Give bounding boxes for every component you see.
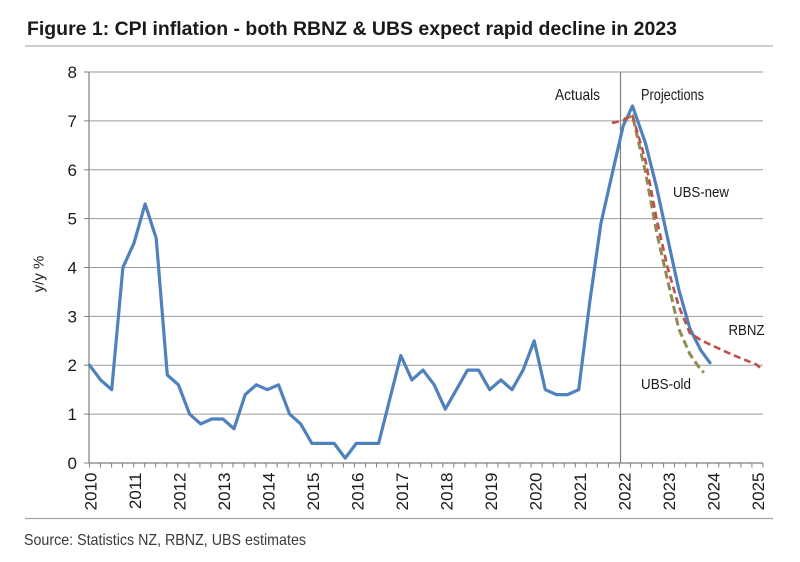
- svg-text:2023: 2023: [660, 473, 679, 511]
- svg-text:2024: 2024: [704, 473, 723, 511]
- svg-text:5: 5: [68, 210, 77, 229]
- svg-text:y/y %: y/y %: [31, 256, 48, 293]
- svg-text:2015: 2015: [304, 473, 323, 511]
- svg-text:2025: 2025: [749, 473, 768, 511]
- svg-text:2: 2: [68, 356, 77, 375]
- svg-text:4: 4: [68, 259, 77, 278]
- svg-text:2012: 2012: [171, 473, 190, 511]
- svg-text:RBNZ: RBNZ: [729, 322, 765, 339]
- svg-text:UBS-new: UBS-new: [673, 184, 729, 201]
- svg-text:2013: 2013: [215, 473, 234, 511]
- svg-text:2018: 2018: [438, 473, 457, 511]
- svg-text:2016: 2016: [349, 473, 368, 511]
- svg-text:2011: 2011: [126, 473, 145, 510]
- svg-text:0: 0: [68, 454, 77, 473]
- svg-text:2010: 2010: [82, 473, 101, 511]
- svg-text:7: 7: [68, 112, 77, 131]
- svg-text:8: 8: [68, 63, 77, 82]
- svg-text:Source: Statistics NZ, RBNZ, U: Source: Statistics NZ, RBNZ, UBS estimat…: [24, 532, 306, 549]
- svg-text:1: 1: [68, 405, 77, 424]
- svg-text:2021: 2021: [571, 473, 590, 511]
- svg-text:Figure 1: CPI inflation - both: Figure 1: CPI inflation - both RBNZ & UB…: [27, 18, 677, 40]
- svg-text:2014: 2014: [260, 473, 279, 511]
- svg-text:2017: 2017: [393, 473, 412, 511]
- svg-text:3: 3: [68, 307, 77, 326]
- svg-text:Projections: Projections: [641, 87, 704, 104]
- svg-text:UBS-old: UBS-old: [641, 376, 691, 393]
- svg-text:2022: 2022: [615, 473, 634, 511]
- svg-text:Actuals: Actuals: [555, 87, 600, 104]
- svg-text:2019: 2019: [482, 473, 501, 511]
- svg-text:2020: 2020: [526, 473, 545, 511]
- svg-text:6: 6: [68, 161, 77, 180]
